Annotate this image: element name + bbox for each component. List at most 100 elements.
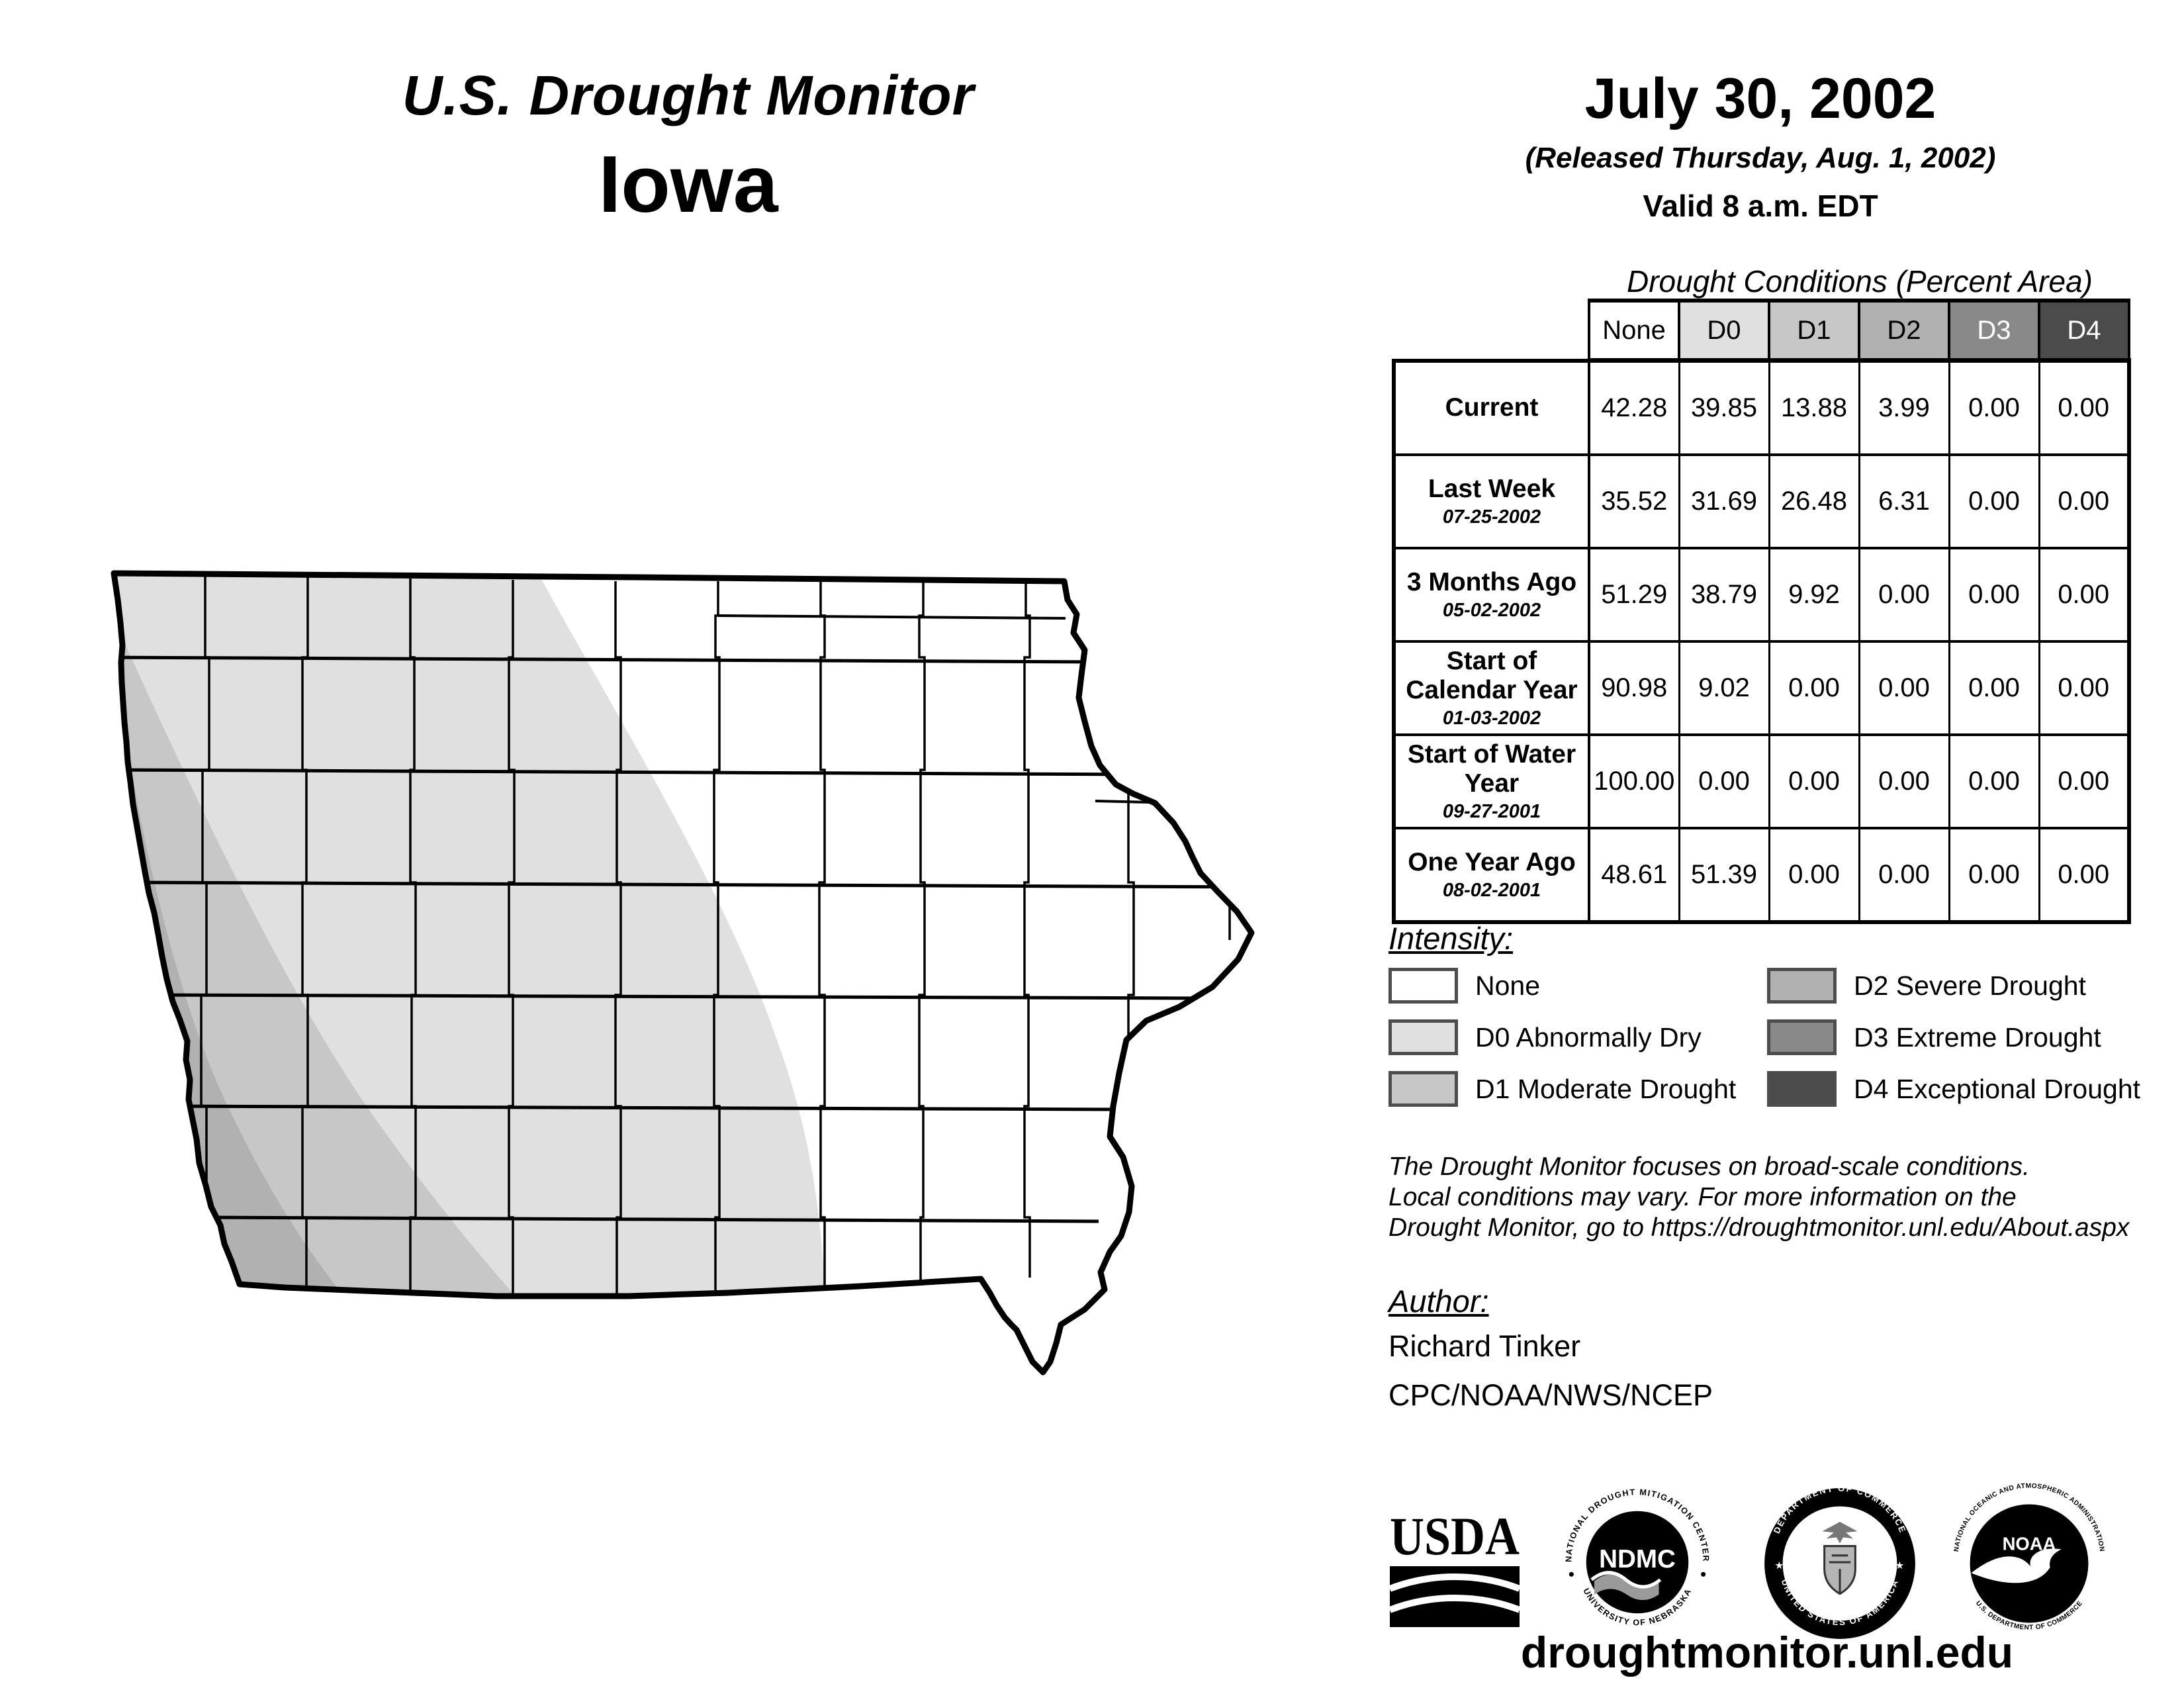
ndmc-logo: NATIONAL DROUGHT MITIGATION CENTER UNIVE… <box>1564 1487 1709 1627</box>
map-date: July 30, 2002 <box>1584 67 1936 130</box>
cell-value: 0.00 <box>1948 827 2040 924</box>
legend-item-d4: D4 Exceptional Drought <box>1767 1071 2140 1107</box>
usda-swoosh-1 <box>1388 1573 1521 1592</box>
cell-value: 0.00 <box>1678 733 1770 829</box>
row-label: Start of Calendar Year 01-03-2002 <box>1392 640 1590 736</box>
cell-value: 9.02 <box>1678 640 1770 736</box>
cell-value: 38.79 <box>1678 547 1770 643</box>
row-label: 3 Months Ago 05-02-2002 <box>1392 547 1590 643</box>
legend-swatch-d0 <box>1388 1019 1458 1055</box>
disclaimer-line: The Drought Monitor focuses on broad-sca… <box>1388 1152 2030 1181</box>
usda-wordmark: USDA <box>1390 1506 1520 1566</box>
cell-value: 0.00 <box>2038 359 2131 456</box>
cell-value: 6.31 <box>1858 453 1950 549</box>
doc-star-right: ★ <box>1895 1560 1904 1571</box>
cell-value: 0.00 <box>2038 827 2131 924</box>
cell-value: 0.00 <box>1858 547 1950 643</box>
legend-item-d2: D2 Severe Drought <box>1767 968 2086 1004</box>
valid-time: Valid 8 a.m. EDT <box>1643 189 1878 223</box>
commerce-logo: DEPARTMENT OF COMMERCE UNITED STATES OF … <box>1764 1483 1915 1639</box>
usda-swoosh-2 <box>1388 1595 1521 1613</box>
author-heading: Author: <box>1388 1284 1489 1319</box>
report-title: U.S. Drought Monitor <box>402 64 975 126</box>
legend-swatch-none <box>1388 968 1458 1004</box>
col-header-d4: D4 <box>2038 299 2130 363</box>
iowa-drought-map <box>111 570 1255 1376</box>
release-date: (Released Thursday, Aug. 1, 2002) <box>1525 142 1996 174</box>
cell-value: 0.00 <box>1948 640 2040 736</box>
author-name: Richard Tinker <box>1388 1329 1581 1363</box>
col-header-d3: D3 <box>1948 299 2040 363</box>
disclaimer-line: Local conditions may vary. For more info… <box>1388 1183 2017 1211</box>
cell-value: 31.69 <box>1678 453 1770 549</box>
table-row: Last Week 07-25-2002 35.52 31.69 26.48 6… <box>1392 453 2131 549</box>
cell-value: 0.00 <box>1858 827 1950 924</box>
cell-value: 35.52 <box>1588 453 1680 549</box>
state-name: Iowa <box>598 139 778 229</box>
cell-value: 0.00 <box>1948 733 2040 829</box>
legend-swatch-d1 <box>1388 1071 1458 1107</box>
table-header-row: None D0 D1 D2 D3 D4 <box>1394 299 2130 363</box>
cell-value: 100.00 <box>1588 733 1680 829</box>
cell-value: 0.00 <box>1948 453 2040 549</box>
doc-shield-detail <box>1829 1554 1851 1593</box>
cell-value: 0.00 <box>1858 733 1950 829</box>
state-outline <box>111 570 1255 1376</box>
cell-value: 0.00 <box>1858 640 1950 736</box>
cell-value: 0.00 <box>2038 640 2131 736</box>
row-label: Last Week 07-25-2002 <box>1392 453 1590 549</box>
col-header-d2: D2 <box>1858 299 1950 363</box>
cell-value: 0.00 <box>1768 640 1860 736</box>
legend-item-none: None <box>1388 968 1540 1004</box>
ndmc-wordmark: NDMC <box>1599 1545 1676 1573</box>
cell-value: 0.00 <box>1948 359 2040 456</box>
disclaimer: The Drought Monitor focuses on broad-sca… <box>1388 1152 2129 1243</box>
legend-item-d0: D0 Abnormally Dry <box>1388 1019 1702 1055</box>
legend-heading: Intensity: <box>1388 921 1514 956</box>
cell-value: 90.98 <box>1588 640 1680 736</box>
cell-value: 26.48 <box>1768 453 1860 549</box>
cell-value: 48.61 <box>1588 827 1680 924</box>
ndmc-dot-right <box>1701 1571 1706 1577</box>
table-caption: Drought Conditions (Percent Area) <box>1627 264 2093 299</box>
drought-conditions-table: None D0 D1 D2 D3 D4 Current 42.28 39.85 … <box>1392 299 2131 924</box>
row-label: Current <box>1392 358 1590 456</box>
cell-value: 3.99 <box>1858 359 1950 456</box>
legend-swatch-d2 <box>1767 968 1837 1004</box>
legend-item-d3: D3 Extreme Drought <box>1767 1019 2101 1055</box>
cell-value: 39.85 <box>1678 359 1770 456</box>
table-corner-cell <box>1394 301 1589 361</box>
table-row: One Year Ago 08-02-2001 48.61 51.39 0.00… <box>1392 827 2131 924</box>
legend-item-d1: D1 Moderate Drought <box>1388 1071 1736 1107</box>
ndmc-wave-line <box>1590 1571 1662 1589</box>
cell-value: 0.00 <box>2038 733 2131 829</box>
legend-swatch-d3 <box>1767 1019 1837 1055</box>
usda-logo: USDA <box>1388 1506 1521 1627</box>
col-header-none: None <box>1588 299 1680 363</box>
row-label: One Year Ago 08-02-2001 <box>1392 827 1590 924</box>
cell-value: 0.00 <box>1768 827 1860 924</box>
cell-value: 0.00 <box>2038 453 2131 549</box>
cell-value: 0.00 <box>1768 733 1860 829</box>
col-header-d1: D1 <box>1768 299 1860 363</box>
cell-value: 0.00 <box>2038 547 2131 643</box>
legend-swatch-d4 <box>1767 1071 1837 1107</box>
col-header-d0: D0 <box>1678 299 1770 363</box>
noaa-seagull <box>1971 1548 2062 1583</box>
cell-value: 51.39 <box>1678 827 1770 924</box>
county-lines-vertical <box>200 576 1231 1295</box>
ndmc-wave <box>1594 1574 1659 1601</box>
row-label: Start of Water Year 09-27-2001 <box>1392 733 1590 829</box>
cell-value: 51.29 <box>1588 547 1680 643</box>
cell-value: 0.00 <box>1948 547 2040 643</box>
footer-url: droughtmonitor.unl.edu <box>1520 1628 2014 1677</box>
table-row: Start of Water Year 09-27-2001 100.00 0.… <box>1392 733 2131 829</box>
table-row: Start of Calendar Year 01-03-2002 90.98 … <box>1392 640 2131 736</box>
table-row: 3 Months Ago 05-02-2002 51.29 38.79 9.92… <box>1392 547 2131 643</box>
ndmc-dot-left <box>1569 1571 1574 1577</box>
map-fill-layers <box>114 573 1251 1372</box>
doc-star-left: ★ <box>1774 1560 1784 1571</box>
cell-value: 13.88 <box>1768 359 1860 456</box>
disclaimer-line: Drought Monitor, go to https://droughtmo… <box>1388 1213 2130 1242</box>
noaa-disc <box>1970 1504 2089 1623</box>
